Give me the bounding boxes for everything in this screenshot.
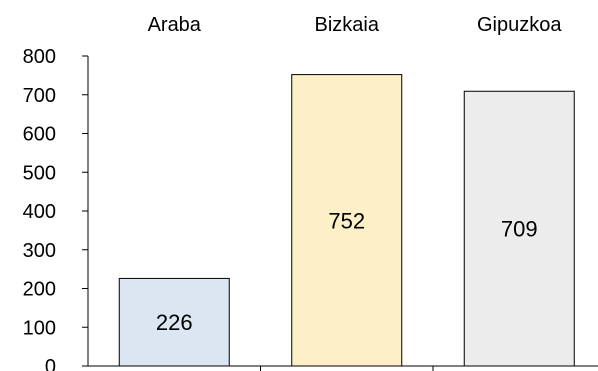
y-tick-label: 100 [23,317,56,339]
data-label: 226 [156,310,193,335]
y-tick-label: 0 [45,356,56,371]
y-tick-label: 400 [23,201,56,223]
y-tick-label: 700 [23,85,56,107]
y-axis [82,55,598,371]
y-tick-label: 600 [23,124,56,146]
category-label-araba: Araba [148,14,202,36]
y-tick-label: 500 [23,162,56,184]
bars-layer [118,74,575,367]
y-tick-label: 200 [23,279,56,301]
data-label: 709 [501,217,538,242]
bar-bizkaia [291,74,403,367]
bar-gipuzkoa [463,90,575,367]
y-tick-label: 800 [23,46,56,68]
labels-layer: 0 100 200 300 400 500 600 700 800 226 Araba 752 Bizk… [23,14,563,371]
bar-araba [118,277,230,367]
data-label: 752 [328,208,365,233]
category-label-gipuzkoa: Gipuzkoa [477,14,562,36]
y-tick-label: 300 [23,240,56,262]
category-label-bizkaia: Bizkaia [315,14,380,36]
